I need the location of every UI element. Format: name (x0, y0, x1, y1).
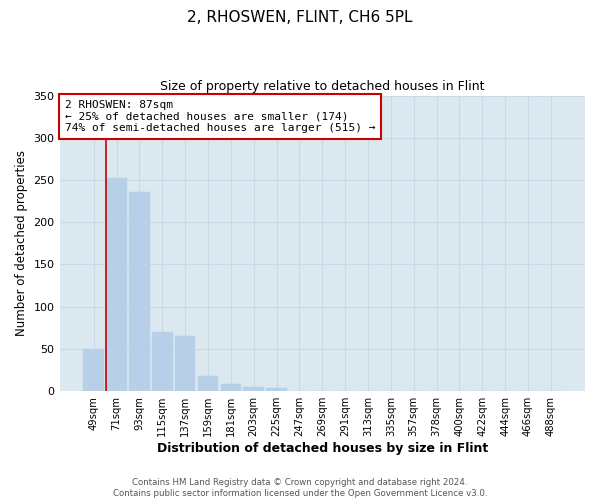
Text: 2 RHOSWEN: 87sqm
← 25% of detached houses are smaller (174)
74% of semi-detached: 2 RHOSWEN: 87sqm ← 25% of detached house… (65, 100, 375, 133)
Bar (129, 192, 150, 391)
Title: Size of property relative to detached houses in Flint: Size of property relative to detached ho… (160, 80, 485, 93)
Bar (83, 349, 104, 391)
Y-axis label: Number of detached properties: Number of detached properties (15, 150, 28, 336)
Bar (266, 388, 287, 391)
Bar (106, 178, 127, 391)
Bar (175, 336, 196, 391)
Text: Contains HM Land Registry data © Crown copyright and database right 2024.
Contai: Contains HM Land Registry data © Crown c… (113, 478, 487, 498)
Text: 2, RHOSWEN, FLINT, CH6 5PL: 2, RHOSWEN, FLINT, CH6 5PL (187, 10, 413, 25)
Bar (198, 376, 218, 391)
Bar (221, 384, 241, 391)
Bar (152, 332, 173, 391)
X-axis label: Distribution of detached houses by size in Flint: Distribution of detached houses by size … (157, 442, 488, 455)
Bar (244, 387, 264, 391)
